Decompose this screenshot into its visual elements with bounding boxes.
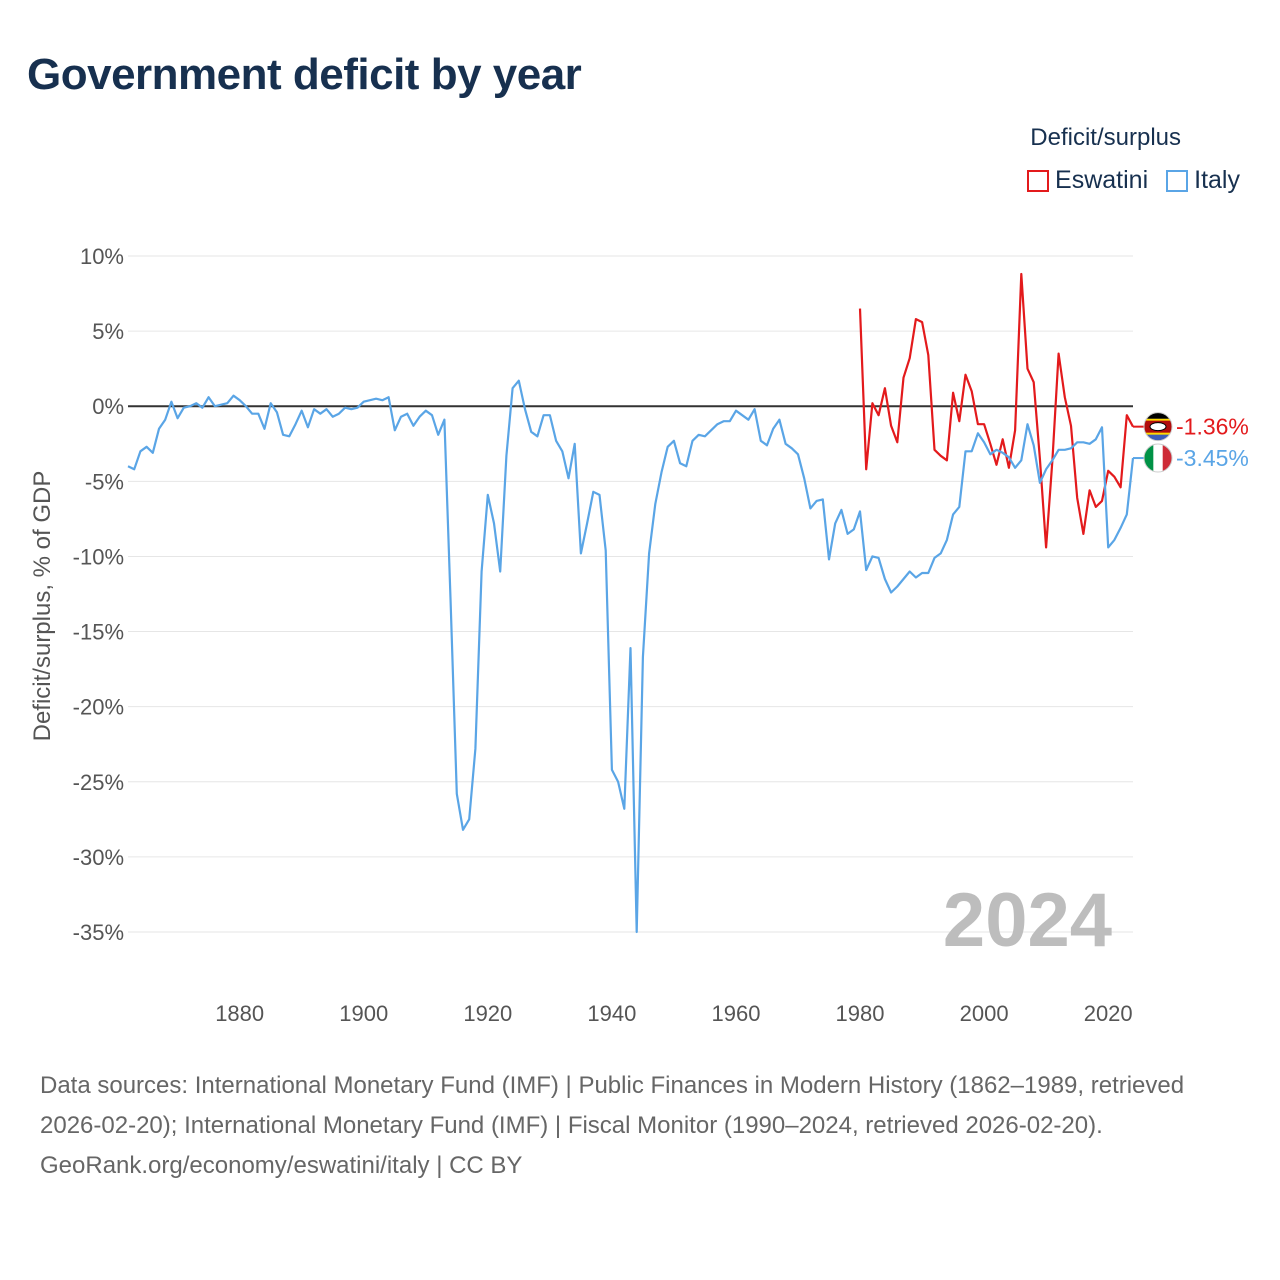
legend-item-eswatini[interactable]: Eswatini [1027,166,1148,195]
series-line-eswatini[interactable] [858,272,1134,549]
x-axis-ticks: 1880 1900 1920 1940 1960 1980 2000 2020 [215,1001,1132,1026]
y-axis-label: Deficit/surplus, % of GDP [29,471,56,742]
legend-item-italy[interactable]: Italy [1166,166,1240,195]
source-link[interactable]: GeoRank.org/economy/eswatini/italy | CC … [40,1152,523,1179]
y-tick-label: 0% [92,394,124,419]
y-tick-label: -30% [73,845,124,870]
eswatini-flag-icon [1143,412,1173,442]
y-tick-label: -20% [73,695,124,720]
x-tick-label: 1900 [339,1001,388,1026]
end-markers: -1.36% -3.45% [1133,412,1249,473]
y-tick-label: -15% [73,620,124,645]
y-tick-label: 10% [80,244,124,269]
data-sources: Data sources: International Monetary Fun… [40,1072,1185,1139]
legend-label-italy: Italy [1194,166,1240,194]
gridlines [128,255,1133,933]
y-axis-ticks: 10% 5% 0% -5% -10% -15% -20% -25% -30% -35% [73,244,124,945]
x-tick-label: 1940 [587,1001,636,1026]
x-tick-label: 1880 [215,1001,264,1026]
y-tick-label: -25% [73,770,124,795]
x-tick-label: 2020 [1084,1001,1133,1026]
legend-swatch-eswatini [1027,169,1050,192]
italy-flag-icon [1143,443,1173,473]
legend-label-eswatini: Eswatini [1055,166,1149,194]
legend-title: Deficit/surplus [1030,124,1181,151]
footer: Data sources: International Monetary Fun… [40,1066,1240,1186]
legend-swatch-italy [1166,169,1189,192]
series-lines [127,272,1135,934]
x-tick-label: 1980 [836,1001,885,1026]
x-tick-label: 1920 [463,1001,512,1026]
chart-title: Government deficit by year [27,50,582,99]
chart-plot: 10%5%0%-5%-10%-15%-20%-25%-30%-35% 1880 1… [29,244,1249,1026]
legend: Eswatini Italy [1027,166,1240,195]
y-tick-label: 5% [92,319,124,344]
year-watermark: 2024 [943,878,1112,963]
x-tick-label: 2000 [960,1001,1009,1026]
end-label-eswatini: -1.36% [1176,414,1249,440]
y-tick-label: -10% [73,544,124,569]
end-label-italy: -3.45% [1176,445,1249,471]
y-tick-label: -35% [73,920,124,945]
y-tick-label: -5% [85,469,124,494]
x-tick-label: 1960 [711,1001,760,1026]
series-line-italy[interactable] [127,379,1135,934]
